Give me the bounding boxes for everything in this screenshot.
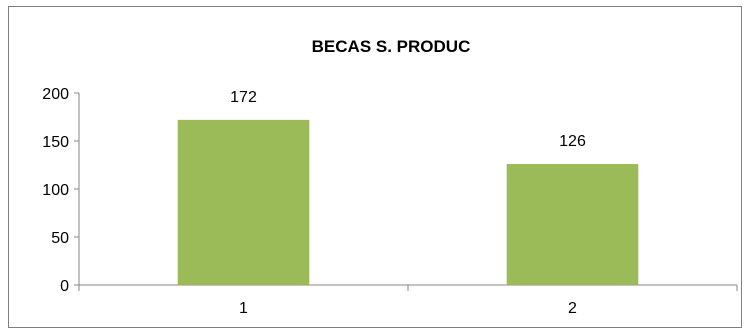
y-tick-label: 200 <box>42 86 69 103</box>
y-tick-label: 0 <box>60 278 69 295</box>
y-axis: 0 50 100 150 200 <box>42 86 80 295</box>
x-tick-label: 1 <box>239 300 248 317</box>
y-tick-label: 150 <box>42 134 69 151</box>
bar-2 <box>506 164 639 285</box>
data-label: 172 <box>230 89 257 106</box>
bar-1 <box>177 119 310 285</box>
y-tick-label: 100 <box>42 182 69 199</box>
data-labels: 172 126 <box>230 89 586 150</box>
data-label: 126 <box>559 133 586 150</box>
x-tick-label: 2 <box>568 300 577 317</box>
bars <box>177 119 639 285</box>
y-tick-label: 50 <box>51 230 69 247</box>
chart-title: BECAS S. PRODUC <box>312 37 471 56</box>
